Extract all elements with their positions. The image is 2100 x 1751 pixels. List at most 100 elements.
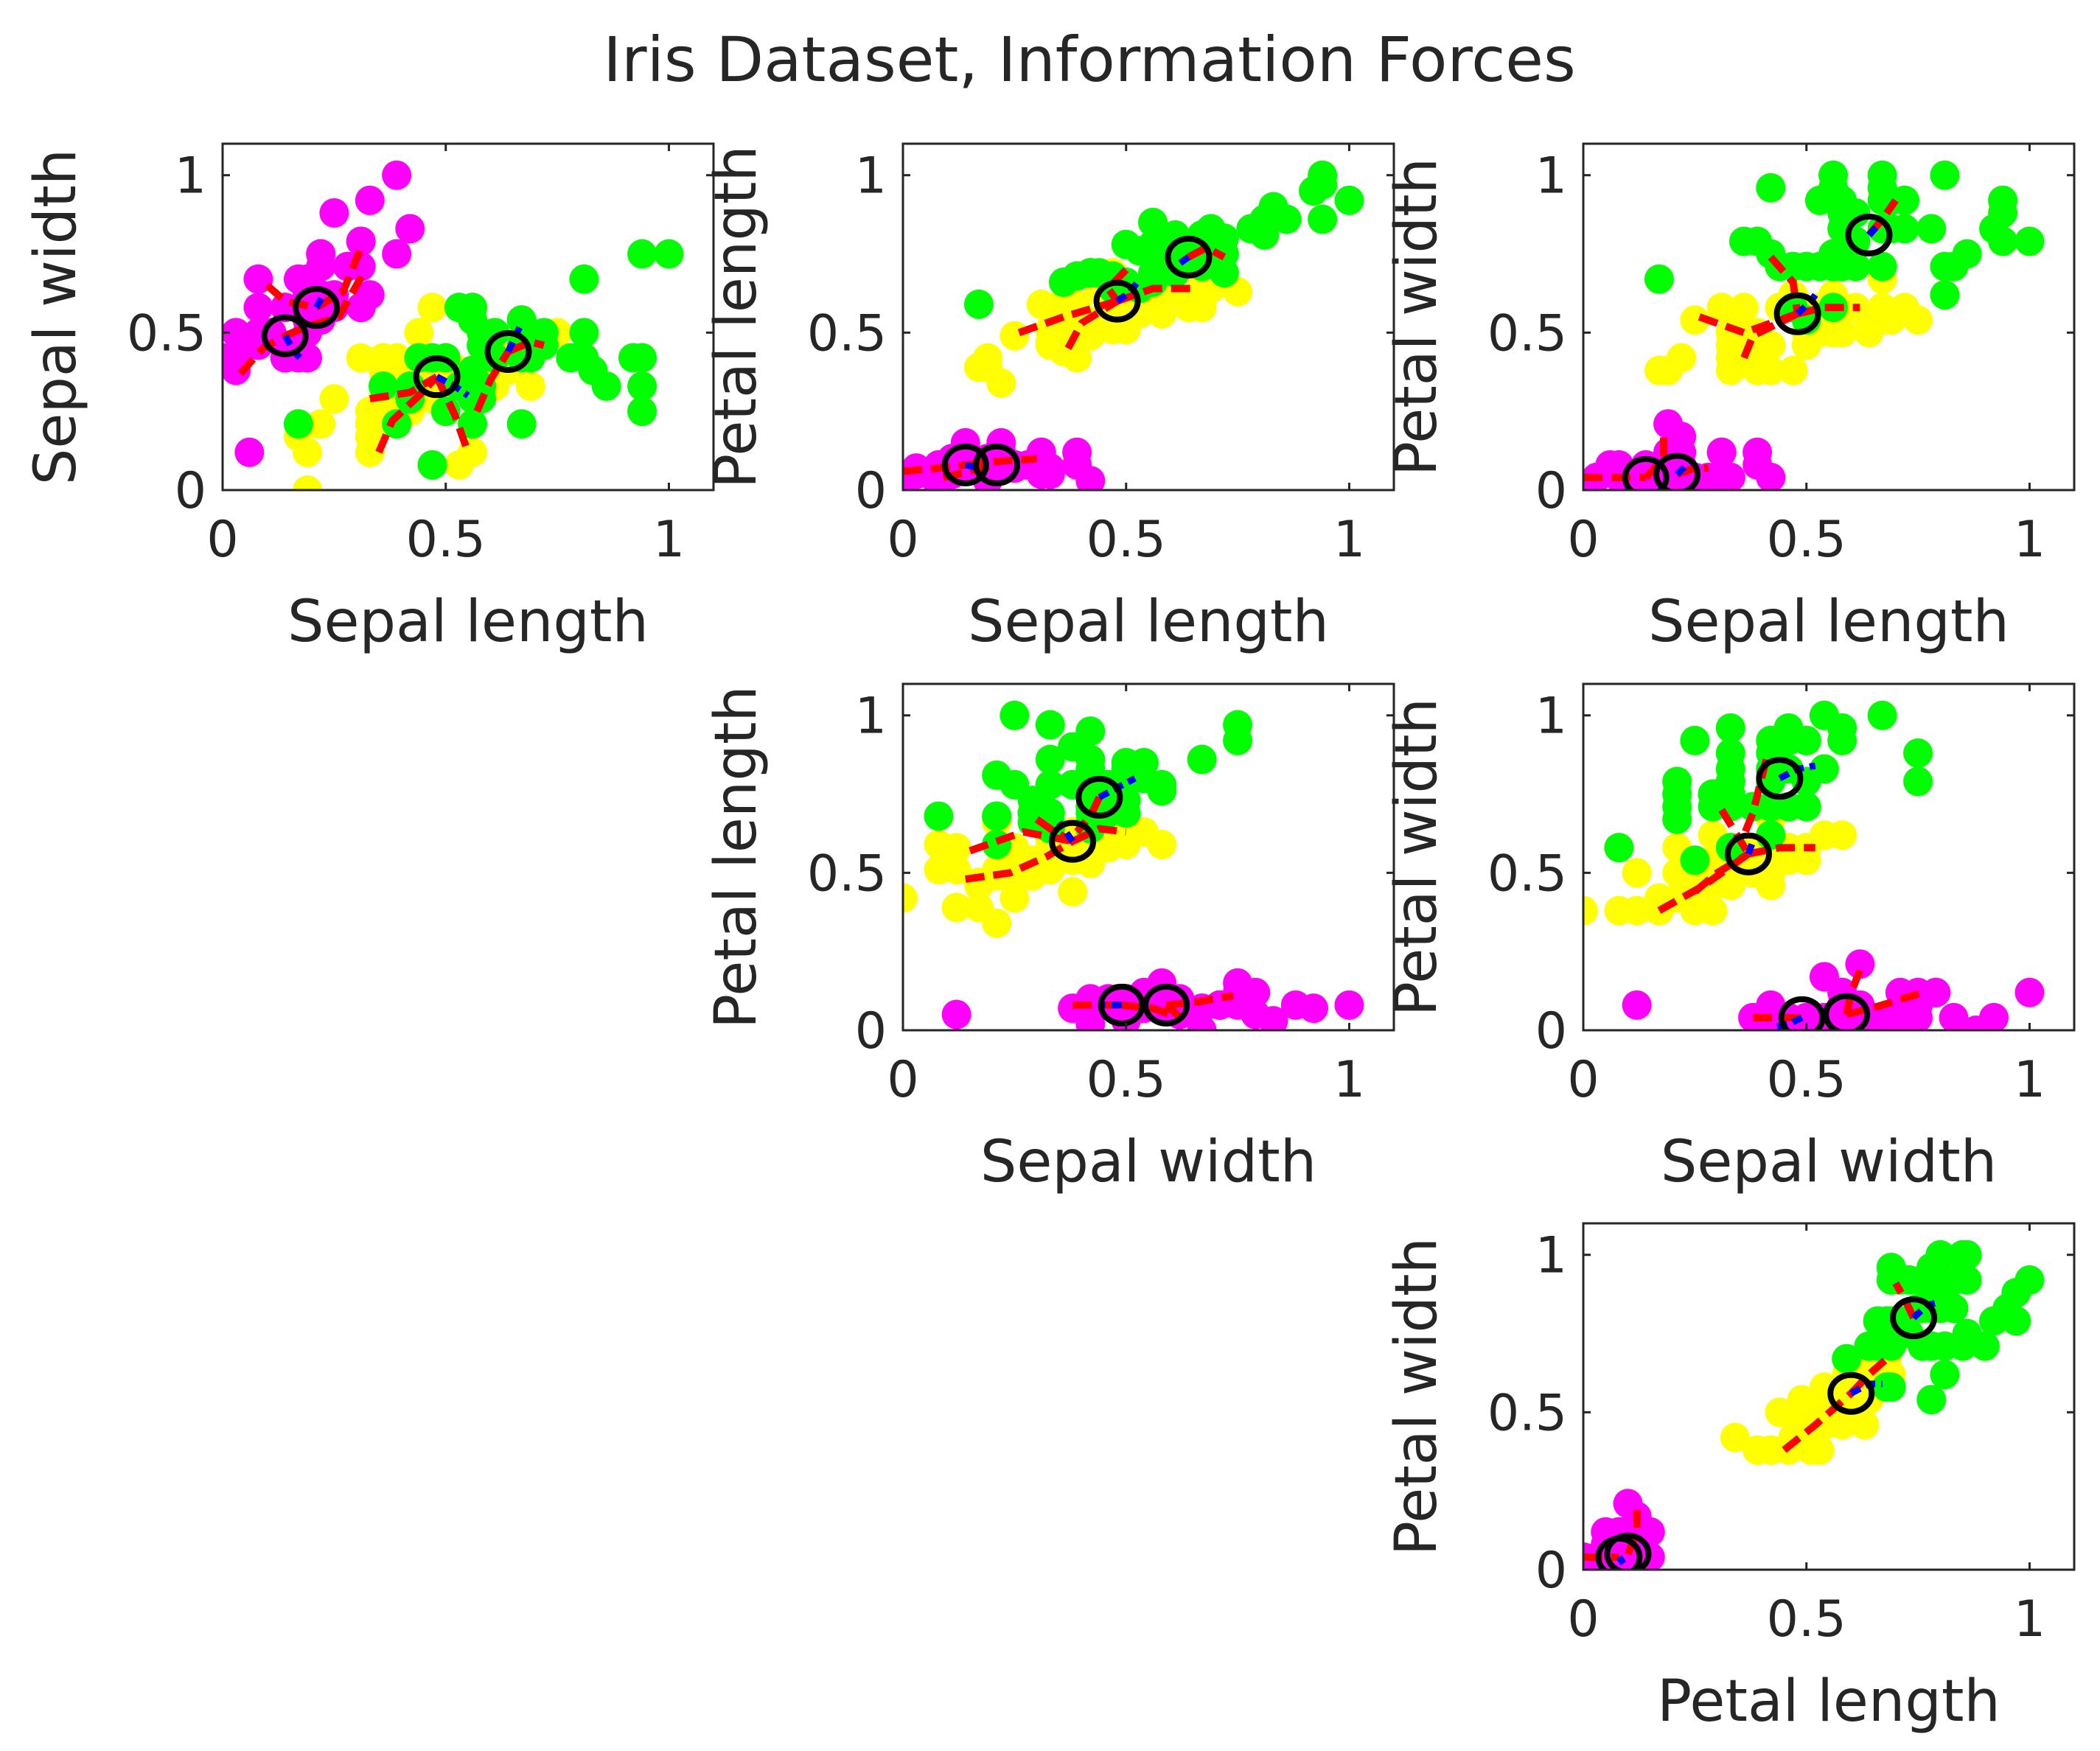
data-point-virginica — [2001, 1306, 2031, 1336]
data-point-virginica — [1075, 744, 1106, 775]
axes-frame — [1582, 682, 2076, 1032]
data-point-versicolor — [1849, 1410, 1880, 1440]
data-point-virginica — [924, 801, 954, 831]
y-axis-label: Petal length — [703, 685, 770, 1029]
data-point-setosa — [1062, 437, 1092, 467]
plot-area — [1583, 1240, 2045, 1570]
data-point-versicolor — [903, 883, 918, 913]
data-point-virginica — [2014, 1265, 2045, 1295]
data-point-virginica — [1084, 258, 1114, 288]
y-tick-label: 0 — [855, 1002, 887, 1060]
x-tick-label: 1 — [653, 511, 685, 569]
data-point-virginica — [1930, 1360, 1960, 1390]
force-line-red — [433, 375, 472, 454]
data-point-virginica — [1889, 214, 1919, 244]
centroid-marker — [1890, 1296, 1938, 1340]
y-axis-label: Petal width — [1384, 698, 1450, 1016]
y-tick-label: 0 — [1535, 1542, 1567, 1600]
data-point-virginica — [1334, 185, 1364, 215]
data-point-versicolor — [1000, 321, 1030, 351]
data-point-setosa — [1743, 450, 1773, 480]
data-point-virginica — [1271, 204, 1302, 234]
y-tick-label: 1 — [1535, 688, 1567, 746]
y-tick-label: 1 — [1535, 1227, 1567, 1285]
centroid-marker — [1075, 775, 1123, 819]
centroid-marker — [1756, 757, 1804, 800]
data-point-virginica — [506, 409, 537, 439]
centroid-marker — [941, 443, 989, 486]
force-line-red — [237, 332, 287, 377]
data-point-versicolor — [1765, 1397, 1795, 1427]
data-point-virginica — [1147, 776, 1177, 806]
centroid-marker — [1773, 292, 1821, 335]
force-line-blue — [1616, 1555, 1627, 1566]
data-point-virginica — [458, 409, 488, 439]
force-line-red — [1115, 284, 1198, 305]
data-point-setosa — [223, 318, 251, 348]
data-point-versicolor — [1778, 355, 1808, 385]
axes-frame — [1582, 142, 2076, 492]
plot-area — [903, 160, 1364, 490]
data-point-setosa — [1885, 1002, 1915, 1030]
data-point-virginica — [1809, 700, 1839, 730]
data-point-versicolor — [1667, 343, 1697, 373]
data-point-setosa — [319, 198, 349, 228]
plot-area — [903, 700, 1364, 1030]
x-tick-label: 1 — [2014, 1051, 2045, 1109]
x-tick-label: 0 — [1567, 1590, 1599, 1649]
centroid-marker — [261, 314, 309, 357]
data-point-setosa — [243, 264, 273, 294]
data-point-virginica — [1680, 845, 1710, 876]
force-line-red — [1796, 304, 1860, 318]
centroid-marker — [1725, 832, 1773, 876]
x-tick-label: 0.5 — [1767, 511, 1846, 569]
data-point-virginica — [1885, 1265, 1915, 1295]
force-line-red — [1165, 992, 1234, 1009]
x-axis-label: Sepal length — [968, 589, 1329, 655]
data-point-setosa — [1845, 949, 1875, 979]
series-virginica — [1832, 1240, 2045, 1415]
data-point-versicolor — [346, 343, 376, 373]
y-tick-label: 0.5 — [807, 845, 887, 903]
y-tick-label: 1 — [855, 688, 887, 746]
y-axis-label: Sepal width — [23, 149, 89, 485]
data-point-versicolor — [982, 908, 1012, 938]
centroid-marker — [484, 330, 532, 373]
data-point-setosa — [382, 160, 412, 190]
force-line-red — [1121, 1001, 1182, 1021]
data-point-versicolor — [293, 437, 323, 467]
centroid-marker — [1604, 1532, 1652, 1570]
force-line-red — [265, 282, 318, 312]
y-tick-label: 1 — [175, 147, 206, 206]
series-setosa — [1622, 949, 2045, 1030]
force-line-red — [506, 338, 545, 355]
data-point-virginica — [1644, 264, 1674, 294]
data-point-versicolor — [1743, 355, 1773, 385]
data-point-virginica — [1930, 160, 1960, 190]
centroid-marker — [1653, 452, 1701, 490]
y-tick-label: 1 — [855, 147, 887, 206]
data-point-virginica — [963, 289, 994, 319]
data-point-versicolor — [1062, 308, 1092, 338]
data-point-virginica — [1916, 214, 1947, 244]
y-tick-label: 0.5 — [1487, 845, 1567, 903]
y-tick-label: 0.5 — [127, 304, 206, 363]
data-point-versicolor — [1583, 895, 1598, 926]
data-point-virginica — [1952, 239, 1982, 269]
data-point-virginica — [1729, 226, 1759, 256]
x-tick-label: 0 — [887, 511, 918, 569]
y-axis-label: Petal width — [1384, 158, 1450, 476]
data-point-versicolor — [1715, 355, 1745, 385]
force-line-red — [1740, 310, 1799, 360]
data-point-setosa — [355, 185, 385, 215]
force-line-red — [1892, 1281, 1917, 1320]
data-point-setosa — [234, 437, 265, 467]
force-line-red — [375, 374, 440, 454]
x-tick-label: 0.5 — [1767, 1051, 1846, 1109]
data-point-virginica — [1791, 725, 1821, 755]
force-line-blue — [964, 461, 980, 472]
force-line-red — [1782, 1390, 1854, 1453]
subplot-p22: 0 0.5 1 0 0.5 1 Sepal width Petal length — [703, 682, 1395, 1195]
data-point-virginica — [1903, 738, 1933, 768]
